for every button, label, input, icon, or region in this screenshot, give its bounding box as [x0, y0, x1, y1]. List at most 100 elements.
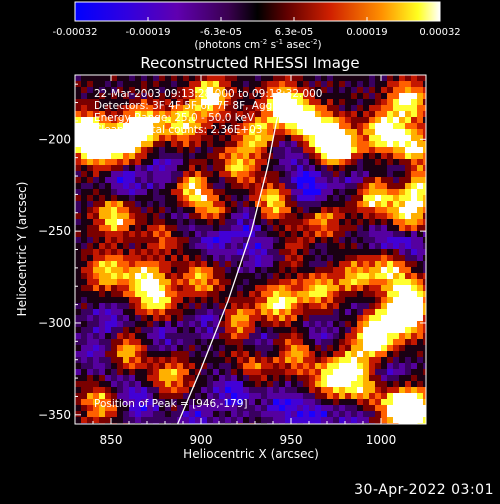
heatmap-cell [309, 303, 315, 309]
heatmap-cell [105, 117, 111, 123]
heatmap-cell [213, 231, 219, 237]
heatmap-cell [333, 357, 339, 363]
heatmap-cell [93, 159, 99, 165]
heatmap-cell [99, 387, 105, 393]
heatmap-cell [189, 273, 195, 279]
heatmap-cell [93, 213, 99, 219]
heatmap-cell [225, 105, 231, 111]
heatmap-cell [363, 351, 369, 357]
heatmap-cell [291, 369, 297, 375]
heatmap-cell [321, 249, 327, 255]
heatmap-cell [285, 417, 291, 423]
heatmap-cell [381, 303, 387, 309]
heatmap-cell [111, 273, 117, 279]
heatmap-cell [213, 381, 219, 387]
heatmap-cell [123, 279, 129, 285]
heatmap-cell [375, 147, 381, 153]
heatmap-cell [345, 291, 351, 297]
heatmap-cell [93, 165, 99, 171]
heatmap-cell [357, 81, 363, 87]
heatmap-cell [279, 369, 285, 375]
heatmap-cell [327, 189, 333, 195]
heatmap-cell [405, 309, 411, 315]
heatmap-cell [213, 417, 219, 423]
heatmap-cell [375, 183, 381, 189]
heatmap-cell [315, 75, 321, 81]
heatmap-cell [393, 339, 399, 345]
heatmap-cell [423, 231, 426, 237]
annotation-detectors: Detectors: 3F 4F 5F 6F 7F 8F, Agg [94, 100, 272, 112]
heatmap-cell [189, 201, 195, 207]
heatmap-cell [303, 105, 309, 111]
heatmap-cell [87, 183, 93, 189]
heatmap-cell [303, 255, 309, 261]
heatmap-cell [129, 405, 135, 411]
heatmap-cell [279, 111, 285, 117]
heatmap-cell [129, 399, 135, 405]
heatmap-cell [303, 75, 309, 81]
heatmap-cell [369, 123, 375, 129]
heatmap-cell [249, 129, 255, 135]
heatmap-cell [135, 123, 141, 129]
heatmap-cell [177, 345, 183, 351]
heatmap-cell [261, 291, 267, 297]
heatmap-cell [327, 363, 333, 369]
heatmap-cell [225, 237, 231, 243]
heatmap-cell [129, 315, 135, 321]
heatmap-cell [183, 393, 189, 399]
heatmap-cell [351, 387, 357, 393]
heatmap-cell [255, 171, 261, 177]
heatmap-cell [177, 129, 183, 135]
heatmap-cell [255, 345, 261, 351]
heatmap-cell [231, 411, 237, 417]
heatmap-cell [381, 75, 387, 81]
heatmap-cell [309, 159, 315, 165]
heatmap-cell [195, 141, 201, 147]
heatmap-cell [129, 249, 135, 255]
heatmap-cell [267, 411, 273, 417]
heatmap-cell [171, 327, 177, 333]
heatmap-cell [117, 417, 123, 423]
heatmap-cell [321, 357, 327, 363]
heatmap-cell [237, 153, 243, 159]
heatmap-cell [411, 399, 417, 405]
heatmap-cell [381, 87, 387, 93]
heatmap-cell [297, 141, 303, 147]
heatmap-cell [105, 285, 111, 291]
heatmap-cell [87, 225, 93, 231]
solar-limb-curve [177, 95, 285, 424]
heatmap-cell [243, 93, 249, 99]
heatmap-cell [135, 345, 141, 351]
heatmap-cell [105, 183, 111, 189]
heatmap-cell [423, 279, 426, 285]
heatmap-cell [423, 405, 426, 411]
heatmap-cell [237, 411, 243, 417]
heatmap-cell [207, 339, 213, 345]
heatmap-cell [147, 81, 153, 87]
heatmap-cell [291, 309, 297, 315]
heatmap-cell [321, 393, 327, 399]
heatmap-cell [417, 111, 423, 117]
heatmap-cell [303, 381, 309, 387]
heatmap-cell [405, 165, 411, 171]
heatmap-cell [177, 375, 183, 381]
heatmap-cell [327, 123, 333, 129]
heatmap-cell [279, 219, 285, 225]
heatmap-cell [183, 303, 189, 309]
heatmap-cell [195, 381, 201, 387]
heatmap-cell [333, 399, 339, 405]
heatmap-cell [87, 111, 93, 117]
heatmap-cell [321, 279, 327, 285]
heatmap-cell [303, 135, 309, 141]
heatmap-cell [357, 219, 363, 225]
heatmap-cell [387, 351, 393, 357]
heatmap-cell [255, 309, 261, 315]
heatmap-cell [111, 147, 117, 153]
heatmap-cell [159, 207, 165, 213]
heatmap-cell [297, 249, 303, 255]
heatmap-cell [417, 303, 423, 309]
heatmap-cell [171, 273, 177, 279]
heatmap-cell [387, 291, 393, 297]
heatmap-cell [249, 345, 255, 351]
heatmap-cell [111, 375, 117, 381]
